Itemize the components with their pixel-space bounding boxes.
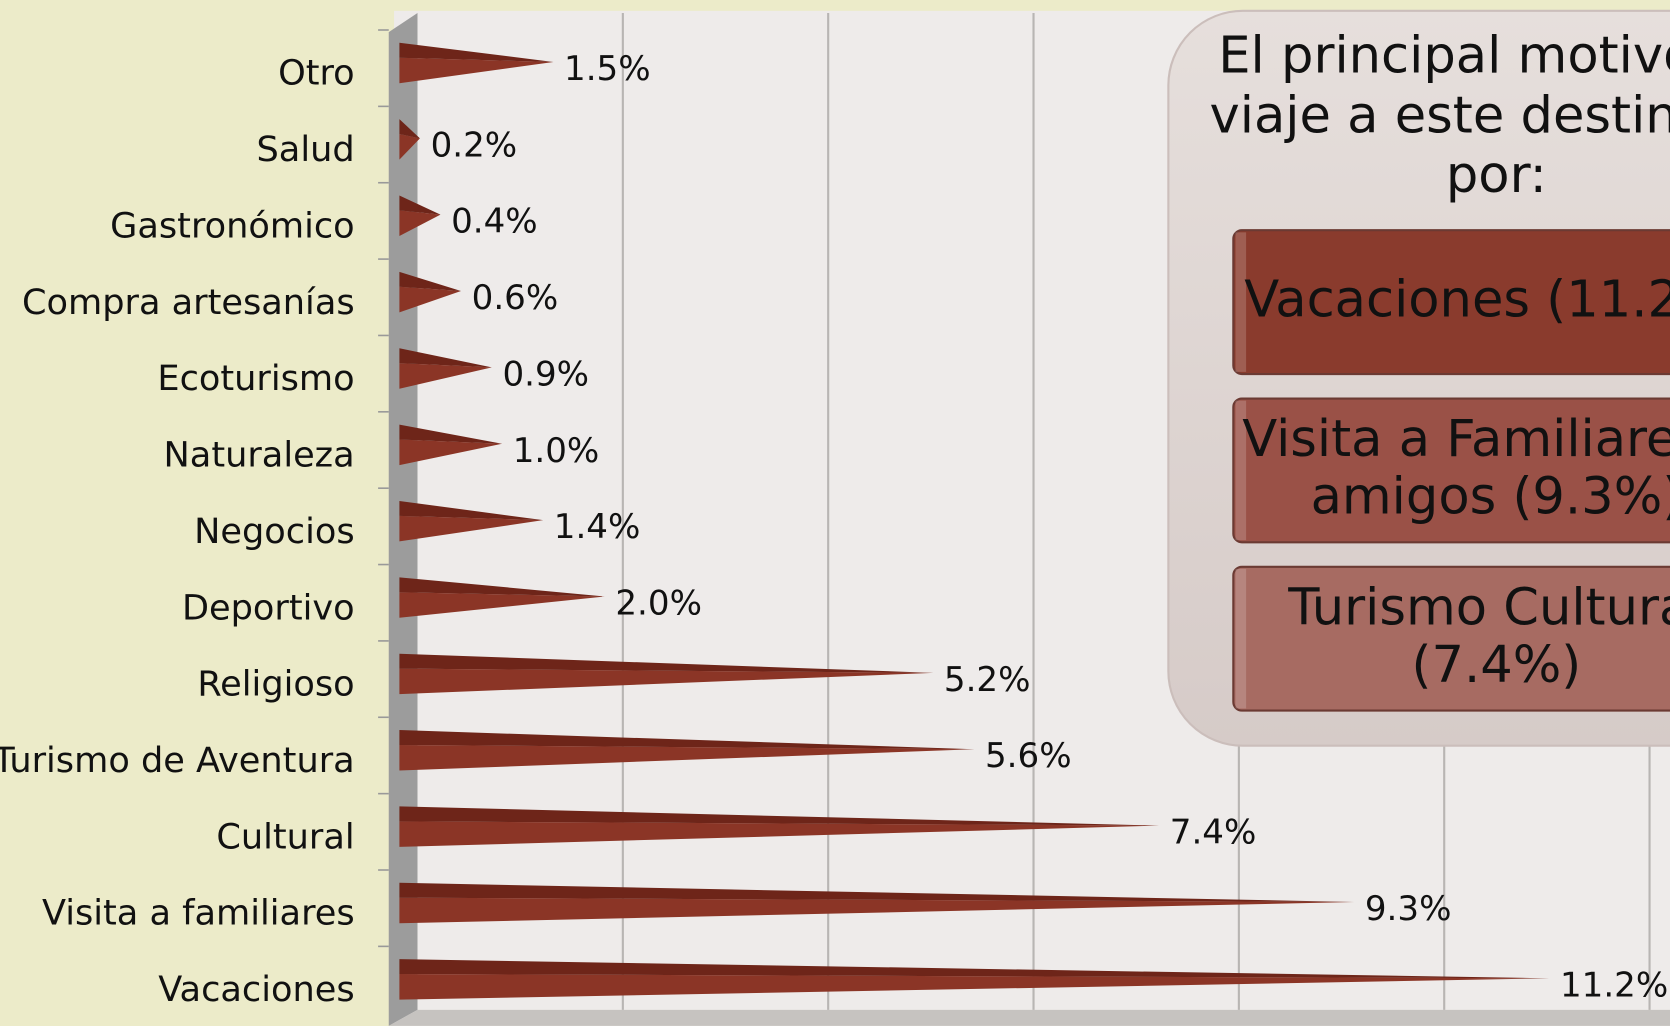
y-tick-label: Naturaleza [164,435,355,476]
data-label: 0.9% [502,354,589,394]
bar [399,806,1160,847]
bar-top [399,730,975,750]
bar-front [399,897,1355,924]
panel-box [1167,9,1670,747]
bar-front [399,744,975,771]
data-label: 0.2% [431,125,518,165]
panel-item-edge [1235,568,1247,709]
panel-item-edge [1235,232,1247,372]
bar [399,653,934,695]
bar-top [399,653,934,673]
panel-item-label: (7.4%) [1412,636,1582,695]
panel-item-edge [1235,400,1247,541]
bar-front [399,439,503,466]
y-tick-label: Otro [278,53,355,94]
bar-front [399,821,1160,847]
y-tick-label: Cultural [216,816,354,857]
y-tick-label: Turismo de Aventura [0,740,355,781]
bar-top [399,882,1355,902]
bar [399,730,975,771]
panel-item [1232,397,1670,544]
data-label: 5.6% [985,736,1072,776]
bar-front [399,592,605,618]
bar-front [399,668,934,695]
bar-front [399,57,554,84]
bar-top [399,119,420,139]
bar-front [399,515,544,542]
panel-title: por: [1446,146,1547,205]
y-tick-label: Deportivo [182,587,355,628]
panel-item-label: Turismo Cultural [1287,578,1670,637]
floor [388,1009,1670,1026]
y-tick-label: Salud [257,129,355,170]
panel-item [1232,229,1670,376]
data-label: 0.4% [451,202,538,242]
panel-title: El principal motivo de [1218,27,1670,86]
y-tick-label: Compra artesanías [22,282,355,323]
bar-top [399,959,1550,979]
bar-top [399,500,544,521]
data-label: 5.2% [944,660,1031,700]
y-tick-label: Vacaciones [158,969,354,1010]
panel-item-label: amigos (9.3%) [1311,468,1670,527]
panel-item [1232,565,1670,712]
data-label: 0.6% [472,278,559,318]
data-label: 2.0% [615,584,702,624]
data-label: 11.2% [1560,965,1668,1005]
data-label: 9.3% [1365,889,1452,929]
bar-front [399,363,492,389]
bar-top [399,424,503,444]
bar-front [399,134,420,160]
bar [399,195,441,236]
bar-front [399,286,461,313]
bar-top [399,806,1160,826]
y-tick-label: Visita a familiares [42,893,355,934]
bar-front [399,210,441,236]
bar-top [399,195,441,215]
bar [399,424,503,466]
panel-item-label: Vacaciones (11.2%) [1244,271,1670,330]
y-tick-label: Negocios [194,511,355,552]
y-tick-label: Gastronómico [110,205,355,246]
data-label: 1.0% [513,431,600,471]
bar [399,500,544,542]
bar-front [399,974,1550,1000]
bar [399,959,1550,1000]
bar [399,882,1355,924]
data-label: 7.4% [1170,813,1257,853]
y-tick-label: Religioso [197,664,354,705]
bar [399,271,461,313]
data-label: 1.5% [564,49,651,89]
bar [399,119,420,160]
y-tick-label: Ecoturismo [157,358,354,399]
bar-top [399,271,461,292]
data-label: 1.4% [554,507,641,547]
panel-title: viaje a este destino es [1210,86,1670,145]
panel-item-label: Visita a Familiares y [1242,410,1670,469]
